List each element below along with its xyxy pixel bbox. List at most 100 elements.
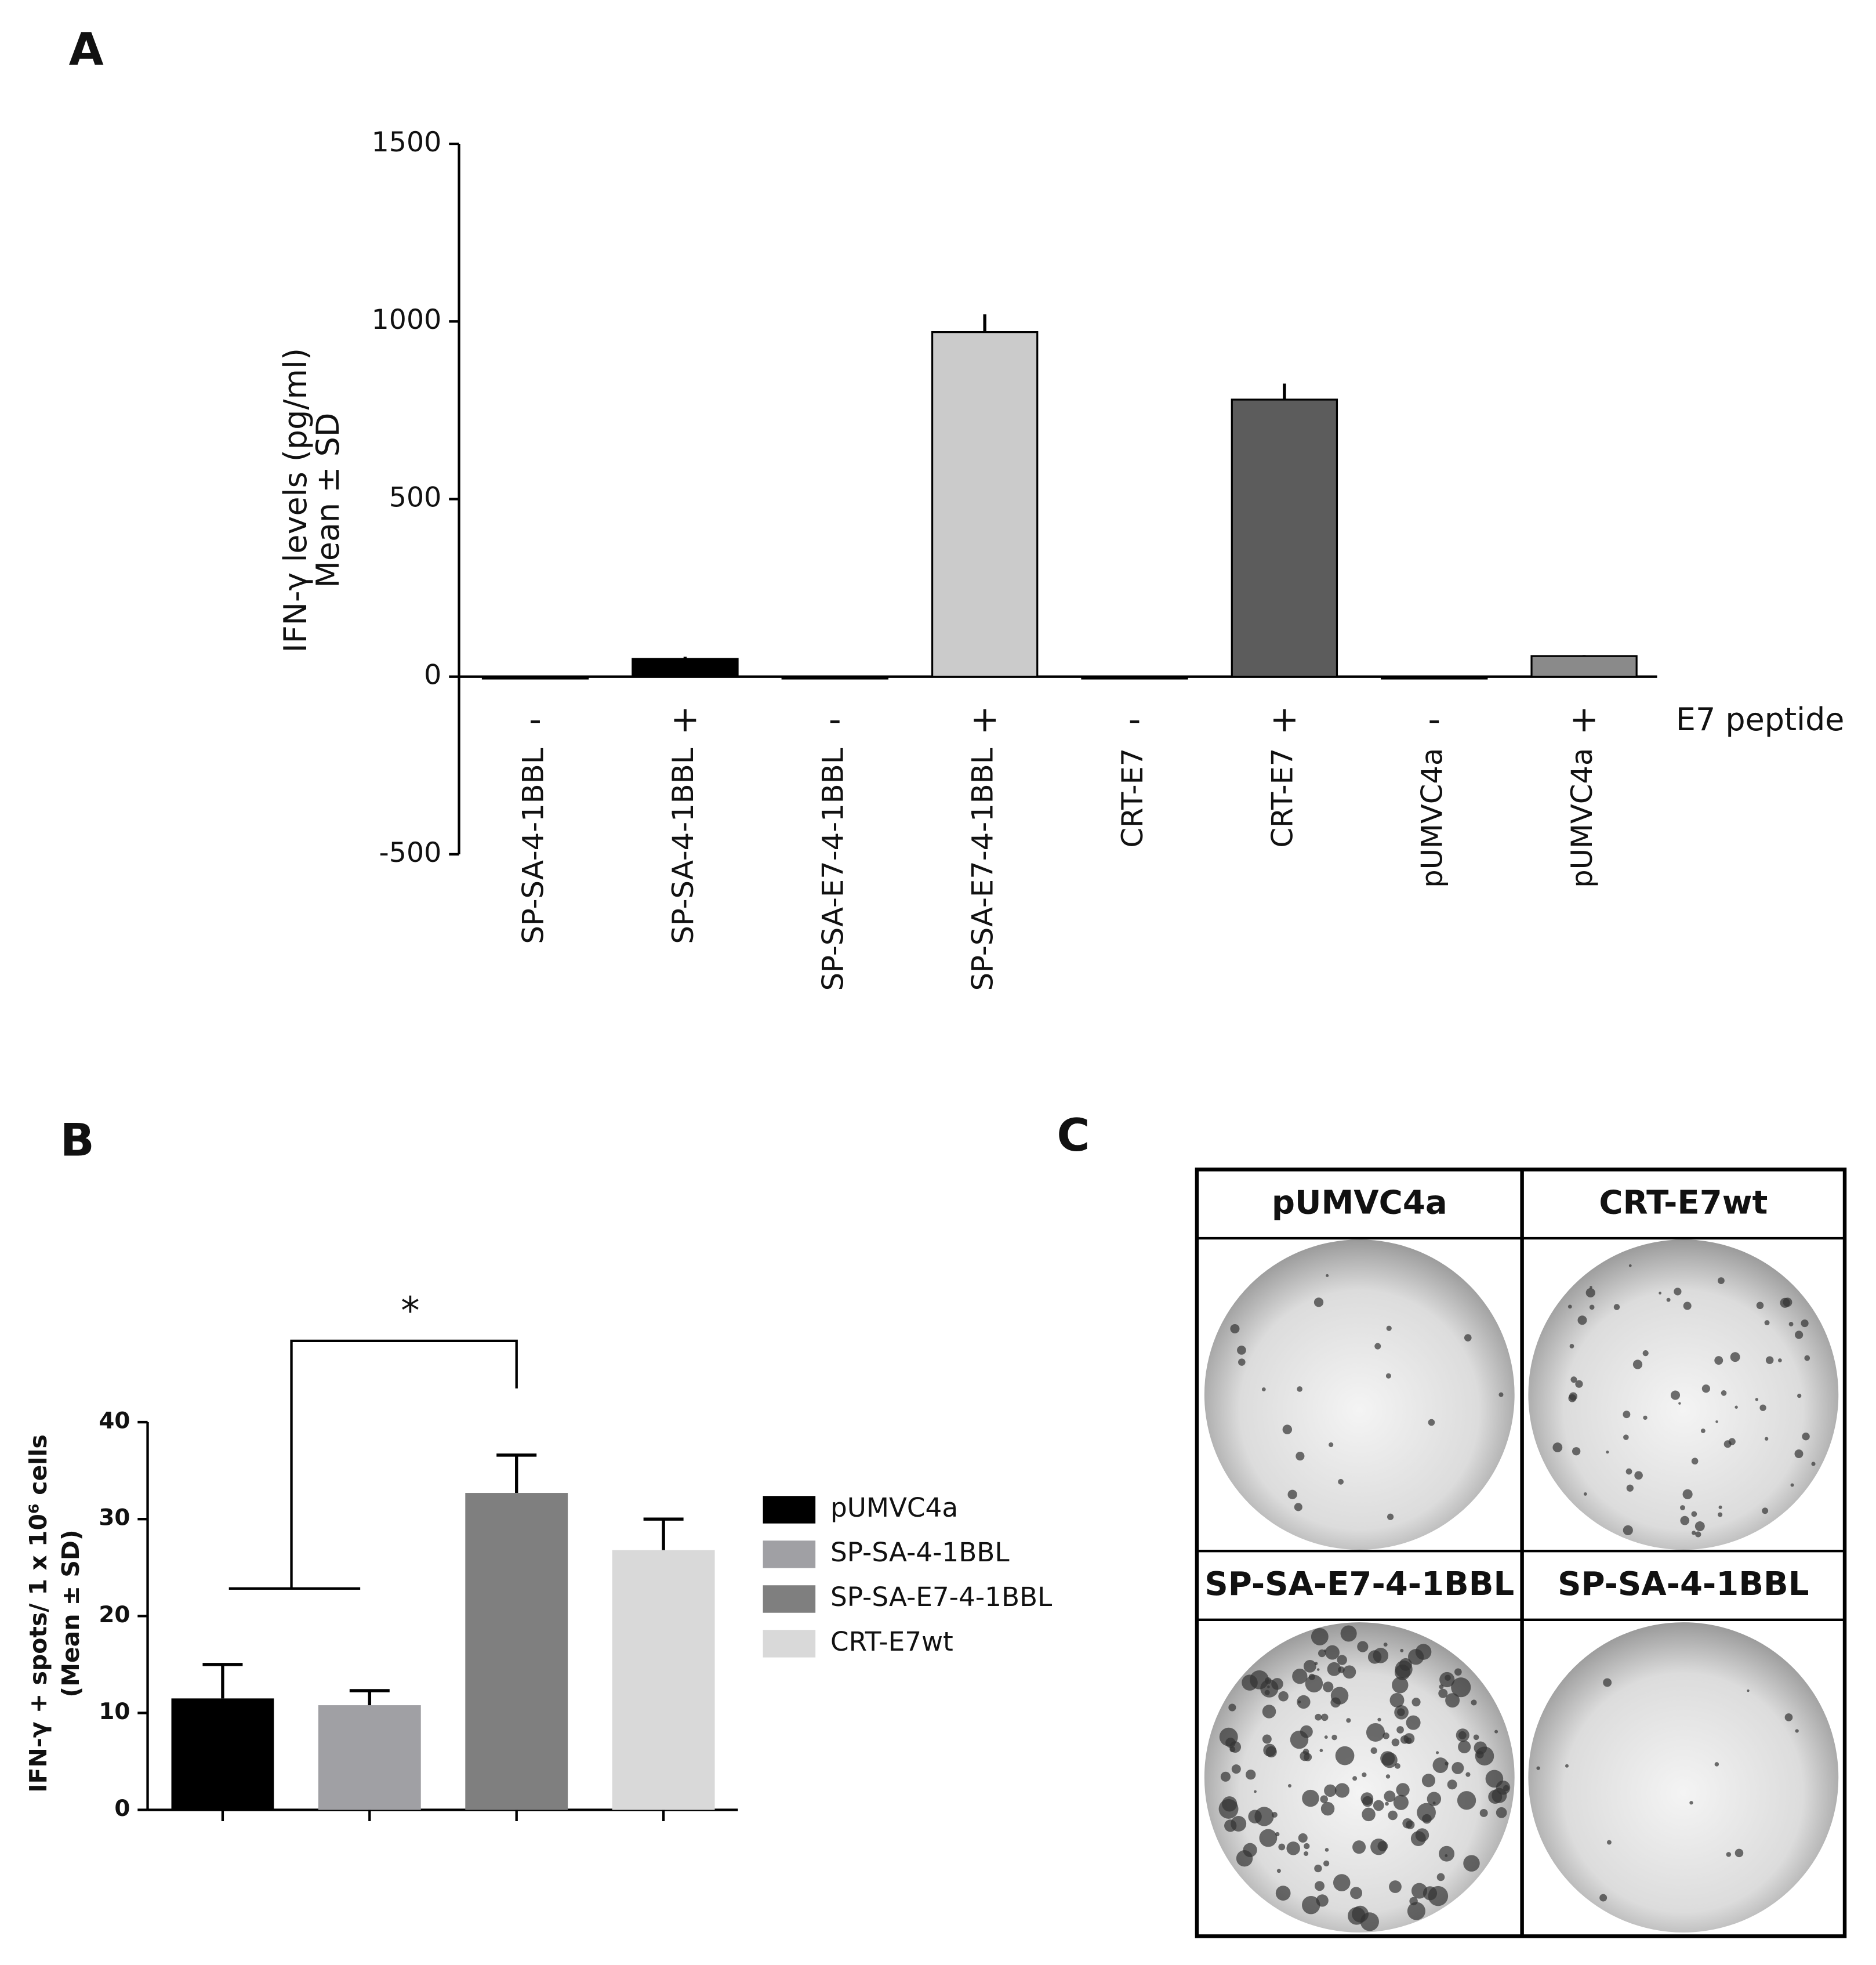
spot	[1229, 1746, 1236, 1753]
spot	[1383, 1643, 1388, 1647]
spot	[1340, 1625, 1357, 1642]
spot	[1632, 1359, 1643, 1369]
spot	[1575, 1380, 1583, 1388]
panel-label: C	[1057, 1110, 1090, 1162]
spot	[1715, 1420, 1718, 1423]
spot	[1396, 1783, 1410, 1797]
spot	[1666, 1297, 1671, 1302]
spot	[1275, 1886, 1291, 1901]
spot	[1323, 1681, 1334, 1692]
panel-label: B	[60, 1115, 95, 1167]
spot	[1259, 1829, 1278, 1847]
spot	[1384, 1790, 1396, 1803]
spot	[1386, 1325, 1392, 1331]
bar	[781, 676, 888, 680]
spot	[1250, 1670, 1269, 1690]
y-tick-label: 30	[99, 1505, 130, 1531]
spot	[1536, 1766, 1540, 1770]
spot	[1304, 1843, 1310, 1850]
spot	[1625, 1468, 1632, 1475]
x-tick-label: SP-SA-E7-4-1BBL	[816, 748, 850, 991]
spot	[1730, 1352, 1740, 1362]
spot	[1315, 1713, 1322, 1721]
bar	[465, 1493, 568, 1810]
spot	[1613, 1304, 1620, 1310]
spot	[1246, 1770, 1256, 1780]
spot	[1683, 1301, 1692, 1310]
spot	[1456, 1728, 1469, 1742]
peptide-sign: +	[670, 699, 700, 740]
spot	[1777, 1358, 1782, 1362]
spot	[1261, 1387, 1266, 1391]
spot	[1678, 1402, 1681, 1405]
spot	[1643, 1415, 1648, 1420]
spot	[1362, 1772, 1367, 1778]
spot	[1496, 1780, 1511, 1795]
spot	[1701, 1384, 1710, 1393]
spot	[1324, 1735, 1328, 1739]
spot	[1457, 1791, 1476, 1810]
legend-label: CRT-E7wt	[830, 1626, 953, 1657]
spot	[1352, 1776, 1358, 1781]
spot	[1465, 1772, 1471, 1777]
elispot-grid: pUMVC4a CRT-E7wt SP-SA-E7-4-1BBL SP-SA-4-1B…	[1195, 1168, 1847, 1938]
spot	[1392, 1677, 1409, 1694]
spot	[1475, 1746, 1494, 1766]
spot	[1463, 1855, 1480, 1872]
spot	[1718, 1277, 1725, 1284]
peptide-label: E7 peptide	[1676, 701, 1845, 738]
peptide-sign: -	[829, 699, 841, 740]
spot	[1385, 1801, 1389, 1806]
spot	[1276, 1869, 1281, 1873]
panel-label: A	[69, 24, 104, 76]
spot	[1623, 1434, 1629, 1440]
spot	[1747, 1689, 1750, 1692]
spot	[1387, 1513, 1394, 1520]
spot	[1471, 1699, 1477, 1706]
spot	[1570, 1376, 1577, 1383]
spot	[1218, 1799, 1239, 1819]
spot	[1801, 1319, 1809, 1328]
spot	[1567, 1304, 1572, 1309]
spot	[1237, 1346, 1246, 1355]
bar	[931, 331, 1039, 678]
spot	[1238, 1358, 1246, 1366]
spot	[1694, 1521, 1705, 1531]
spot	[1435, 1751, 1439, 1754]
spot	[1316, 1894, 1329, 1907]
spot	[1219, 1727, 1238, 1746]
y-tick-label: 0	[114, 1796, 130, 1822]
spot	[1659, 1292, 1661, 1295]
spot	[1795, 1729, 1799, 1733]
spot	[1337, 1655, 1347, 1665]
legend-label: SP-SA-E7-4-1BBL	[830, 1582, 1052, 1612]
spot	[1634, 1471, 1643, 1480]
legend-label: SP-SA-4-1BBL	[830, 1537, 1010, 1568]
x-tick-label: SP-SA-4-1BBL	[517, 748, 550, 944]
spot	[1795, 1330, 1804, 1339]
spot	[1762, 1507, 1769, 1514]
well-label: SP-SA-4-1BBL	[1558, 1565, 1809, 1603]
spot	[1695, 1531, 1701, 1538]
spot	[1335, 1746, 1355, 1765]
spot	[1296, 1452, 1305, 1461]
bar	[612, 1550, 715, 1810]
spot	[1726, 1852, 1732, 1857]
spot	[1755, 1398, 1759, 1401]
spot	[1415, 1644, 1432, 1660]
spot	[1297, 1695, 1311, 1709]
spot	[1330, 1697, 1341, 1708]
spot	[1286, 1841, 1300, 1855]
spot	[1680, 1516, 1690, 1525]
legend-swatch	[763, 1585, 816, 1613]
spot	[1473, 1734, 1479, 1741]
well	[1528, 1239, 1839, 1550]
spot	[1325, 1848, 1329, 1852]
spot	[1262, 1734, 1272, 1744]
spot	[1314, 1881, 1325, 1891]
spot	[1407, 1902, 1425, 1920]
spot	[1282, 1424, 1293, 1434]
spot	[1381, 1752, 1398, 1768]
